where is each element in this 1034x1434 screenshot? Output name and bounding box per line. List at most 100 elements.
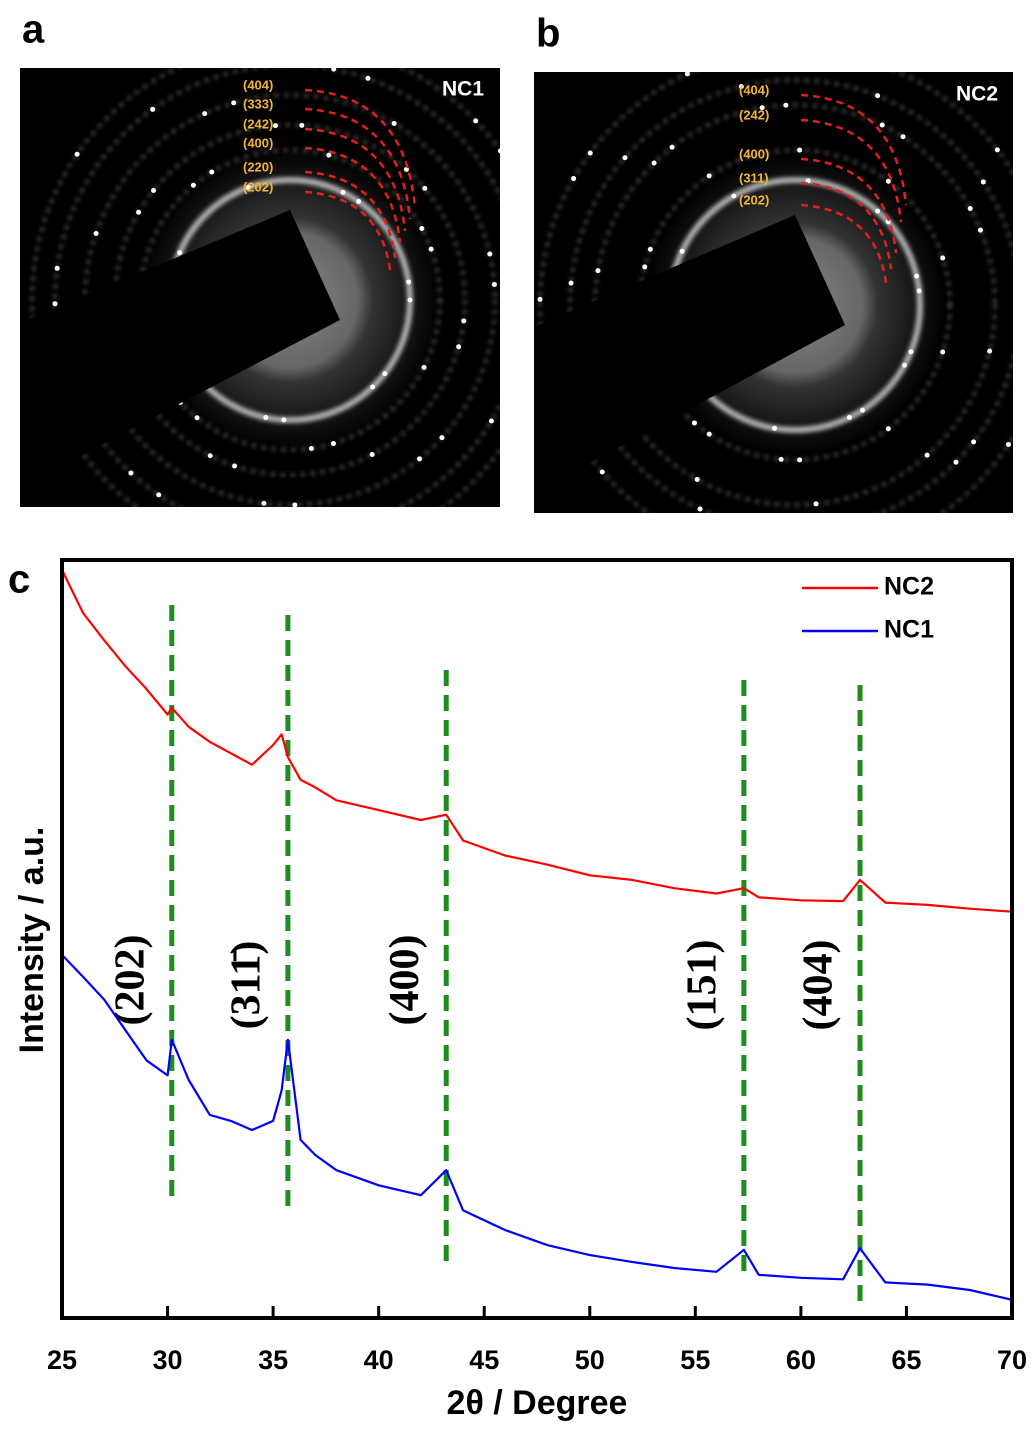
spot: [622, 155, 628, 161]
spot: [281, 417, 287, 423]
spot: [190, 182, 196, 188]
spot: [473, 118, 479, 124]
ring-marker: [800, 203, 888, 284]
ring-label: (202): [243, 179, 273, 194]
spot: [875, 93, 881, 99]
reference-label: (202): [107, 935, 153, 1026]
x-tick-label: 35: [258, 1345, 288, 1375]
diffraction-image: [20, 40, 507, 532]
spot: [732, 550, 737, 555]
spot: [860, 407, 866, 413]
spot: [231, 100, 237, 106]
spot: [340, 189, 346, 195]
pattern: [20, 40, 507, 532]
spot: [488, 418, 494, 424]
spot: [365, 75, 371, 81]
spot: [177, 250, 183, 256]
spot: [738, 83, 744, 89]
spot: [52, 301, 58, 307]
spot: [299, 122, 305, 128]
spot: [502, 201, 507, 206]
spot: [93, 231, 99, 237]
x-tick-label: 40: [364, 1345, 394, 1375]
spot: [977, 227, 983, 233]
spot: [723, 516, 728, 521]
sample-label: NC2: [956, 83, 998, 106]
ring-label: (202): [739, 192, 769, 207]
spot: [292, 502, 298, 507]
spot: [902, 362, 908, 368]
spot: [706, 431, 712, 437]
spot: [150, 106, 156, 112]
spot: [330, 441, 336, 447]
spot: [713, 60, 718, 65]
ring-label: (333): [243, 96, 273, 111]
spot: [136, 209, 142, 215]
legend-label: NC1: [884, 616, 934, 644]
spot: [245, 184, 251, 190]
spot: [439, 435, 445, 441]
ring-label: (311): [739, 170, 769, 185]
spot: [885, 178, 891, 184]
ring: [30, 68, 500, 507]
spot: [797, 147, 803, 153]
spot: [326, 152, 332, 158]
spot: [833, 524, 838, 529]
spot: [417, 456, 423, 462]
data-line: [61, 569, 1013, 913]
ring-marker: [800, 118, 903, 223]
spot: [537, 296, 543, 302]
spot: [338, 527, 343, 532]
legend-label: NC2: [884, 573, 934, 601]
spot: [285, 40, 290, 45]
ring: [638, 148, 952, 462]
ring-label: (404): [739, 82, 769, 97]
spot: [647, 246, 653, 252]
ring: [593, 103, 997, 507]
spot: [456, 344, 462, 350]
spot: [805, 178, 811, 184]
spot: [940, 349, 946, 355]
spot: [868, 59, 873, 64]
spot: [369, 451, 375, 457]
reference-label: (151): [680, 940, 726, 1031]
reference-label: (311̄): [224, 941, 270, 1030]
panel-label: a: [22, 8, 45, 52]
spot: [778, 456, 784, 462]
spot: [391, 120, 397, 126]
x-tick-label: 60: [786, 1345, 816, 1375]
spot: [783, 102, 789, 108]
spot: [194, 415, 200, 421]
spot: [940, 255, 946, 261]
panel-label: c: [8, 558, 30, 602]
beam-stop: [20, 210, 340, 487]
spot: [875, 208, 881, 214]
spot: [797, 457, 803, 463]
ring-label: (220): [243, 159, 273, 174]
ring-marker: [304, 190, 392, 271]
x-tick-label: 25: [47, 1345, 77, 1375]
x-tick-label: 65: [891, 1345, 921, 1375]
spot: [706, 173, 712, 179]
data-line: [61, 954, 1013, 1301]
spot: [247, 43, 252, 48]
spot: [261, 500, 267, 506]
spot: [422, 185, 428, 191]
spot: [491, 282, 497, 288]
spot: [914, 273, 920, 279]
spot: [599, 469, 605, 475]
spot: [684, 72, 690, 77]
spot: [568, 280, 574, 286]
x-tick-label: 45: [469, 1345, 499, 1375]
spot: [74, 151, 80, 157]
spot: [900, 134, 906, 140]
spot: [595, 268, 601, 274]
spot: [886, 540, 891, 545]
spot: [691, 420, 697, 426]
ring-marker: [304, 107, 412, 220]
spot: [587, 150, 593, 156]
spot: [1015, 338, 1020, 343]
spot: [651, 160, 657, 166]
x-axis-label: 2θ / Degree: [447, 1384, 628, 1422]
